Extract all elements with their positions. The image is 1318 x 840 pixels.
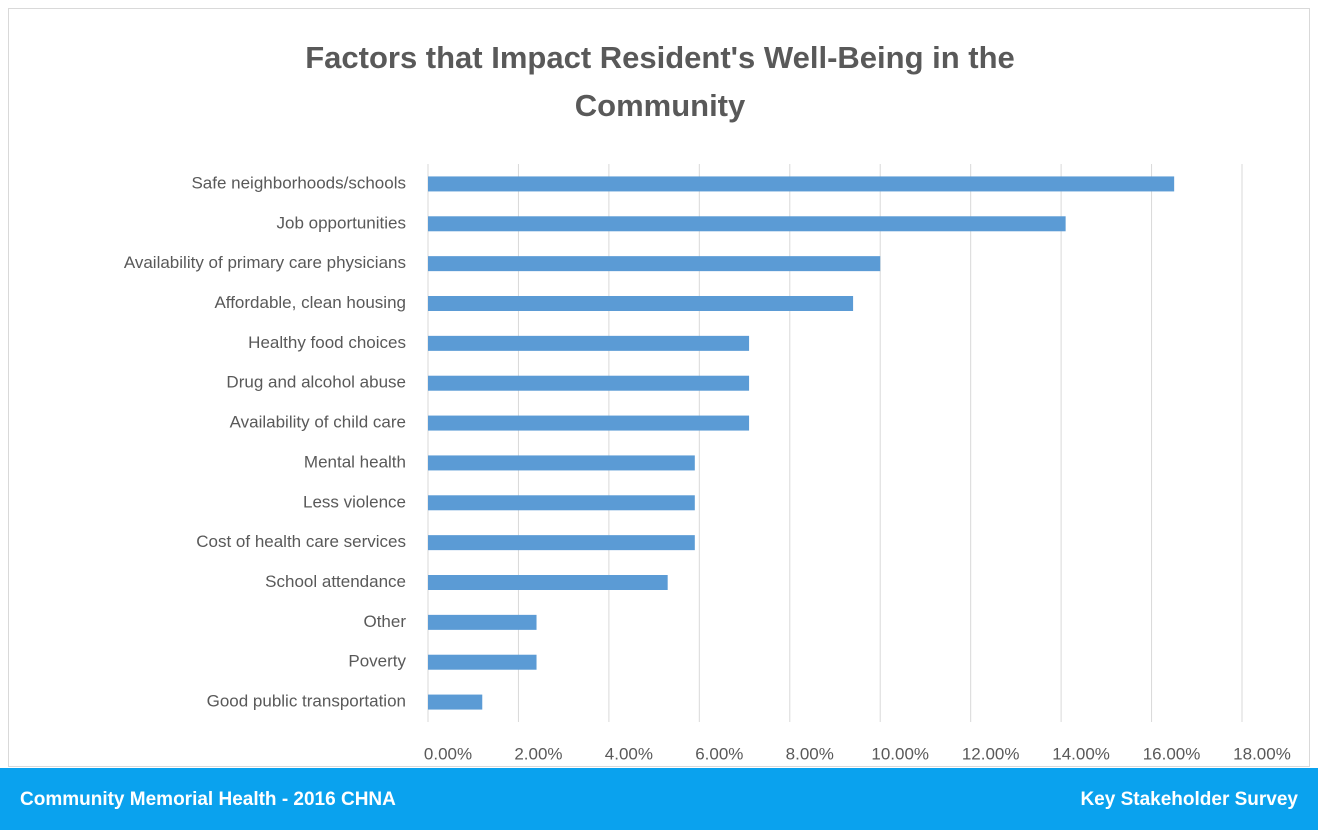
footer-band — [0, 768, 1318, 830]
x-tick-label: 10.00% — [871, 744, 929, 763]
bar — [428, 614, 537, 630]
y-tick-label: Availability of primary care physicians — [124, 253, 406, 272]
x-tick-label: 14.00% — [1052, 744, 1110, 763]
y-tick-label: Other — [363, 612, 406, 631]
y-tick-label: Job opportunities — [277, 213, 406, 232]
bar — [428, 455, 695, 471]
bar — [428, 535, 695, 551]
footer-right: Key Stakeholder Survey — [1080, 789, 1298, 810]
bar — [428, 296, 854, 311]
y-tick-label: Drug and alcohol abuse — [226, 373, 406, 392]
bar — [428, 415, 750, 431]
y-tick-label: Poverty — [348, 652, 406, 671]
x-tick-label: 18.00% — [1233, 744, 1291, 763]
y-tick-label: Availability of child care — [230, 413, 406, 432]
bar — [428, 335, 750, 351]
bar — [428, 654, 537, 670]
y-tick-label: School attendance — [265, 572, 406, 591]
y-tick-label: Healthy food choices — [248, 333, 406, 352]
footer-left: Community Memorial Health - 2016 CHNA — [20, 789, 396, 810]
chart-title: Factors that Impact Resident's Well-Bein… — [305, 40, 1015, 75]
x-tick-label: 12.00% — [962, 744, 1020, 763]
y-tick-label: Less violence — [303, 492, 406, 511]
chart-title: Community — [575, 88, 746, 123]
y-tick-label: Affordable, clean housing — [214, 293, 406, 312]
x-tick-label: 16.00% — [1143, 744, 1201, 763]
x-tick-label: 2.00% — [514, 744, 562, 763]
y-tick-label: Cost of health care services — [196, 532, 406, 551]
y-tick-label: Mental health — [304, 452, 406, 471]
bar — [428, 495, 695, 511]
x-tick-label: 6.00% — [695, 744, 743, 763]
bar — [428, 216, 1066, 232]
bar — [428, 375, 750, 391]
x-tick-label: 8.00% — [786, 744, 834, 763]
x-tick-label: 4.00% — [605, 744, 653, 763]
y-tick-label: Safe neighborhoods/schools — [191, 173, 406, 192]
y-tick-label: Good public transportation — [207, 692, 406, 711]
bar — [428, 694, 483, 710]
bar — [428, 176, 1175, 192]
bar — [428, 256, 881, 272]
x-tick-label: 0.00% — [424, 744, 472, 763]
bar — [428, 575, 668, 590]
